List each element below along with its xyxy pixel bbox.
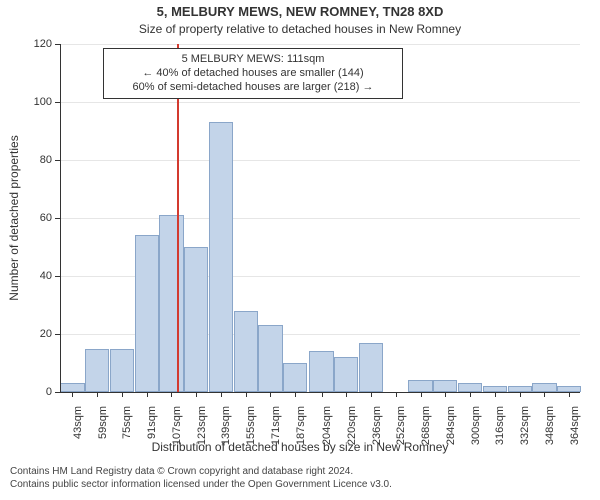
x-tick-mark — [122, 392, 123, 397]
x-tick-label: 59sqm — [97, 406, 109, 439]
x-tick-mark — [371, 392, 372, 397]
infobox-line3: 60% of semi-detached houses are larger (… — [112, 81, 394, 95]
x-tick-mark — [221, 392, 222, 397]
histogram-bar — [184, 247, 208, 392]
histogram-bar — [532, 383, 556, 392]
x-tick-mark — [470, 392, 471, 397]
x-tick-mark — [147, 392, 148, 397]
gridline — [60, 44, 580, 45]
x-tick-mark — [396, 392, 397, 397]
x-axis-label: Distribution of detached houses by size … — [0, 440, 600, 454]
histogram-bar — [258, 325, 282, 392]
x-tick-mark — [569, 392, 570, 397]
y-tick-label: 40 — [40, 270, 52, 282]
gridline — [60, 160, 580, 161]
attribution-line2: Contains public sector information licen… — [10, 479, 590, 492]
histogram-bar — [209, 122, 233, 392]
histogram-bar — [110, 349, 134, 393]
histogram-bar — [159, 215, 183, 392]
x-tick-mark — [346, 392, 347, 397]
infobox-line1: 5 MELBURY MEWS: 111sqm — [112, 53, 394, 67]
attribution-line1: Contains HM Land Registry data © Crown c… — [10, 466, 590, 479]
x-tick-mark — [495, 392, 496, 397]
x-tick-mark — [270, 392, 271, 397]
histogram-bar — [433, 380, 457, 392]
histogram-bar — [234, 311, 258, 392]
y-tick-label: 0 — [46, 386, 52, 398]
histogram-bar — [60, 383, 84, 392]
histogram-bar — [135, 235, 159, 392]
infobox-line2: ← 40% of detached houses are smaller (14… — [112, 67, 394, 81]
x-tick-mark — [295, 392, 296, 397]
histogram-chart: 5, MELBURY MEWS, NEW ROMNEY, TN28 8XD Si… — [0, 0, 600, 500]
x-tick-label: 91sqm — [146, 406, 158, 439]
x-tick-mark — [171, 392, 172, 397]
y-tick-label: 60 — [40, 212, 52, 224]
x-tick-mark — [322, 392, 323, 397]
x-tick-label: 43sqm — [72, 406, 84, 439]
x-tick-mark — [421, 392, 422, 397]
histogram-bar — [283, 363, 307, 392]
x-tick-mark — [246, 392, 247, 397]
x-tick-mark — [97, 392, 98, 397]
x-tick-mark — [520, 392, 521, 397]
chart-subtitle: Size of property relative to detached ho… — [0, 22, 600, 36]
x-tick-mark — [445, 392, 446, 397]
attribution: Contains HM Land Registry data © Crown c… — [10, 466, 590, 491]
histogram-bar — [458, 383, 482, 392]
histogram-bar — [309, 351, 333, 392]
histogram-bar — [85, 349, 109, 393]
histogram-bar — [359, 343, 383, 392]
histogram-bar — [408, 380, 432, 392]
y-tick-label: 100 — [34, 96, 52, 108]
y-axis-line — [60, 44, 61, 392]
y-axis-label: Number of detached properties — [7, 135, 21, 300]
gridline — [60, 218, 580, 219]
x-tick-mark — [544, 392, 545, 397]
x-tick-mark — [72, 392, 73, 397]
x-tick-mark — [196, 392, 197, 397]
histogram-bar — [334, 357, 358, 392]
chart-title: 5, MELBURY MEWS, NEW ROMNEY, TN28 8XD — [0, 4, 600, 19]
x-tick-label: 75sqm — [121, 406, 133, 439]
gridline — [60, 102, 580, 103]
y-tick-label: 80 — [40, 154, 52, 166]
x-axis-line — [60, 392, 580, 393]
y-tick-label: 20 — [40, 328, 52, 340]
info-box: 5 MELBURY MEWS: 111sqm ← 40% of detached… — [103, 48, 403, 99]
y-tick-label: 120 — [34, 38, 52, 50]
